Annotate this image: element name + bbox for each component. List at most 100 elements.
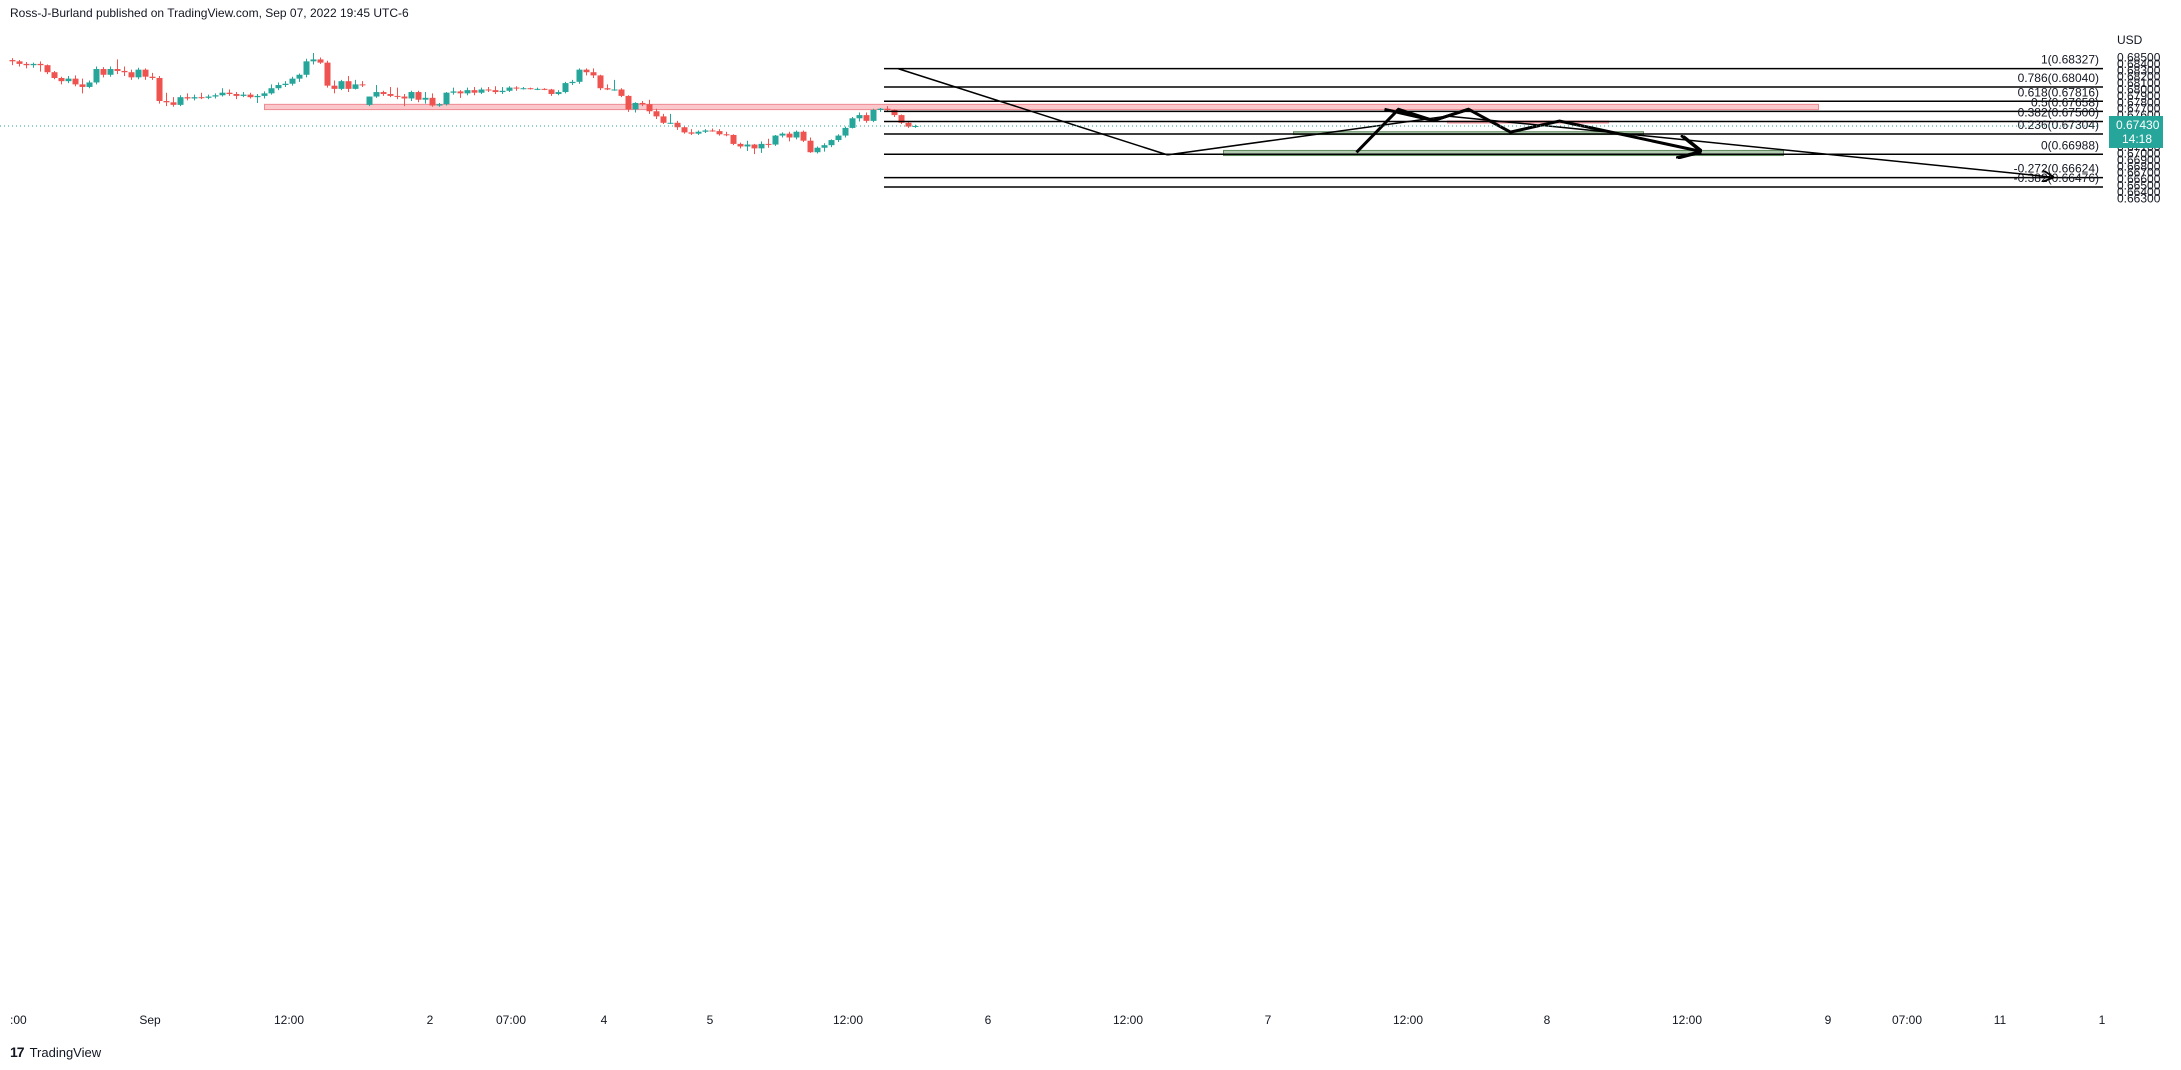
candle xyxy=(898,114,905,125)
candle xyxy=(821,143,828,152)
candle xyxy=(233,92,240,100)
candle xyxy=(268,84,275,95)
candle xyxy=(443,92,450,106)
candle-body xyxy=(198,97,205,99)
candle xyxy=(478,87,485,94)
candle-body xyxy=(737,143,744,147)
candle xyxy=(86,80,93,89)
candle xyxy=(401,93,408,107)
candle-body xyxy=(849,118,856,128)
candle xyxy=(51,70,58,80)
candle xyxy=(639,101,646,107)
candle-body xyxy=(534,88,541,90)
candle xyxy=(380,90,387,96)
candle xyxy=(597,74,604,91)
candle xyxy=(800,130,807,142)
tradingview-logo[interactable]: 17 xyxy=(10,1044,25,1060)
candle-body xyxy=(86,82,93,87)
candle-body xyxy=(261,93,268,96)
candle xyxy=(786,131,793,142)
candle xyxy=(394,87,401,100)
candle-body xyxy=(93,69,100,83)
candles-layer xyxy=(9,53,919,155)
candle-body xyxy=(506,87,513,91)
price-tick-label: 0.68400 xyxy=(2117,57,2161,71)
candle-body xyxy=(905,122,912,127)
candle xyxy=(520,86,527,90)
time-tick-label: :00 xyxy=(10,1013,27,1027)
candle-body xyxy=(681,127,688,133)
candle xyxy=(779,132,786,138)
candle xyxy=(562,81,569,94)
candle-body xyxy=(443,92,450,105)
time-tick-label: 7 xyxy=(1265,1013,1272,1027)
candle xyxy=(884,106,891,112)
candle-body xyxy=(170,102,177,105)
candle xyxy=(156,76,163,104)
candle-body xyxy=(709,130,716,132)
candle xyxy=(338,79,345,91)
candle-body xyxy=(65,78,72,82)
candle xyxy=(772,134,779,146)
candle-body xyxy=(898,115,905,123)
fib-level-label: 1(0.68327) xyxy=(2041,53,2099,67)
candle-body xyxy=(527,88,534,90)
candle-body xyxy=(646,104,653,112)
candle xyxy=(198,92,205,100)
candle-body xyxy=(835,135,842,141)
candle xyxy=(30,62,37,68)
candle-body xyxy=(884,108,891,110)
fib-level-label: 0(0.66988) xyxy=(2041,138,2099,152)
candle-body xyxy=(562,83,569,93)
price-tick-label: 0.67700 xyxy=(2117,102,2161,116)
candle xyxy=(408,90,415,102)
price-tick-label: 0.68300 xyxy=(2117,63,2161,77)
candle xyxy=(436,102,443,107)
candle xyxy=(730,134,737,146)
candle xyxy=(464,87,471,96)
candle xyxy=(506,86,513,93)
candle-body xyxy=(660,116,667,123)
candle-body xyxy=(135,69,142,78)
fib-level-label: 0.382(0.67500) xyxy=(2018,106,2099,120)
candle-body xyxy=(471,90,478,93)
candle xyxy=(765,138,772,148)
price-tick-label: 0.66700 xyxy=(2117,166,2161,180)
candle-body xyxy=(863,115,870,121)
candle-body xyxy=(415,92,422,100)
candle-body xyxy=(758,143,765,149)
candle-body xyxy=(842,127,849,136)
candle xyxy=(177,95,184,107)
candle xyxy=(667,113,674,125)
candle-body xyxy=(667,122,674,124)
candle xyxy=(541,88,548,91)
candle xyxy=(583,68,590,76)
candle xyxy=(142,68,149,80)
candle xyxy=(870,108,877,123)
time-tick-label: 12:00 xyxy=(1672,1013,1702,1027)
trend-line xyxy=(1167,115,1448,156)
candle-body xyxy=(478,89,485,93)
time-tick-label: 11 xyxy=(1994,1013,2007,1027)
candle-body xyxy=(72,78,79,85)
candle xyxy=(331,80,338,94)
candle-body xyxy=(751,144,758,149)
candle xyxy=(261,91,268,99)
candle-body xyxy=(331,85,338,89)
candle xyxy=(303,58,310,78)
tradingview-brand[interactable]: TradingView xyxy=(29,1044,102,1060)
candle-body xyxy=(226,92,233,94)
candle xyxy=(415,90,422,103)
candle-body xyxy=(268,88,275,94)
time-tick-label: 8 xyxy=(1544,1013,1551,1027)
candle xyxy=(499,86,506,94)
candle xyxy=(345,76,352,93)
trend-line xyxy=(897,67,1168,156)
candle xyxy=(681,126,688,134)
price-tick-label: 0.67800 xyxy=(2117,95,2161,109)
candle-body xyxy=(597,75,604,89)
price-tick-label: 0.66400 xyxy=(2117,185,2161,199)
candle-body xyxy=(366,96,373,105)
candle xyxy=(618,88,625,98)
